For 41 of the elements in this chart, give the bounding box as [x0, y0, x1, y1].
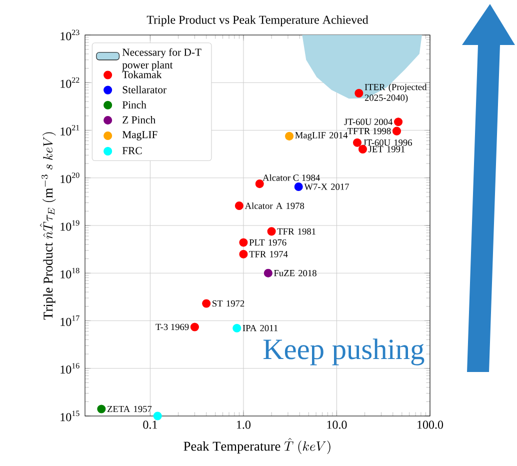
annotation: MagLIF 2014	[295, 132, 348, 140]
annotation: Keep pushing	[263, 338, 424, 366]
annotation: TFR 1981	[277, 228, 316, 235]
annotation: W7-X 2017	[304, 184, 350, 190]
annotation: TFTR 1998	[347, 128, 391, 134]
y-tick-label: 10$^{17}$	[60, 315, 80, 326]
legend-label: Stellarator	[122, 86, 166, 94]
y-tick-label: 10$^{16}$	[60, 363, 80, 374]
chart-title: Triple Product vs Peak Temperature Achieved	[146, 15, 368, 26]
annotation: IPA 2011	[242, 324, 278, 332]
annotation: JT-60U 2004	[344, 118, 393, 125]
legend-label: Tokamak	[122, 70, 162, 78]
x-tick-label: 100.0	[418, 420, 444, 429]
legend-label: MagLIF	[122, 131, 158, 140]
annotation: ZETA 1957	[107, 406, 152, 412]
legend-label: FRC	[122, 147, 142, 154]
x-axis-title: $\mathrm{Peak\ Temperature}\ \hat{T}\ (keV)$	[184, 438, 330, 454]
annotation: Alcator A 1978	[244, 202, 304, 209]
x-tick-label: 0.1	[143, 420, 157, 429]
y-tick-label: 10$^{19}$	[60, 220, 80, 231]
annotation: JT-60U 1996	[363, 139, 412, 146]
y-axis-title: $\mathrm{Triple\ Product}\ \hat{n}\hat{T}\tau_E\ (\mathrm{m}^{-3}\ s\ keV)$	[40, 132, 56, 320]
annotation: Alcator C 1984	[262, 174, 320, 181]
y-tick-label: 10$^{18}$	[60, 268, 80, 278]
legend-label: Pinch	[122, 100, 146, 108]
y-tick-label: 10$^{15}$	[60, 410, 80, 422]
annotation: JET 1991	[368, 146, 405, 152]
annotation: FuZE 2018	[274, 270, 316, 276]
legend-label: Necessary for D-T power plant	[122, 48, 202, 71]
annotation: ST 1972	[212, 300, 244, 307]
x-tick-label: 1.0	[237, 420, 251, 429]
annotation: T-3 1969	[156, 324, 189, 330]
annotation: TFR 1974	[249, 251, 288, 258]
legend-label: Z Pinch	[122, 116, 156, 124]
annotation: ITER (Projected 2025-2040)	[364, 84, 427, 103]
y-tick-label: 10$^{23}$	[60, 30, 80, 40]
y-tick-label: 10$^{21}$	[60, 124, 80, 136]
y-tick-label: 10$^{22}$	[60, 77, 80, 88]
x-tick-label: 10.0	[327, 420, 347, 429]
y-tick-label: 10$^{20}$	[60, 172, 80, 184]
annotation: PLT 1976	[249, 239, 286, 246]
